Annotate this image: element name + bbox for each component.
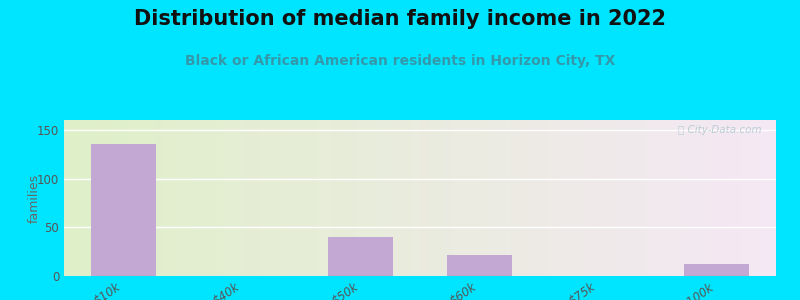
Bar — [446, 254, 512, 276]
Text: ⓘ City-Data.com: ⓘ City-Data.com — [678, 125, 762, 135]
Bar — [90, 144, 156, 276]
Text: Distribution of median family income in 2022: Distribution of median family income in … — [134, 9, 666, 29]
Bar — [684, 264, 750, 276]
Y-axis label: families: families — [28, 173, 41, 223]
Text: Black or African American residents in Horizon City, TX: Black or African American residents in H… — [185, 54, 615, 68]
Bar — [328, 237, 394, 276]
